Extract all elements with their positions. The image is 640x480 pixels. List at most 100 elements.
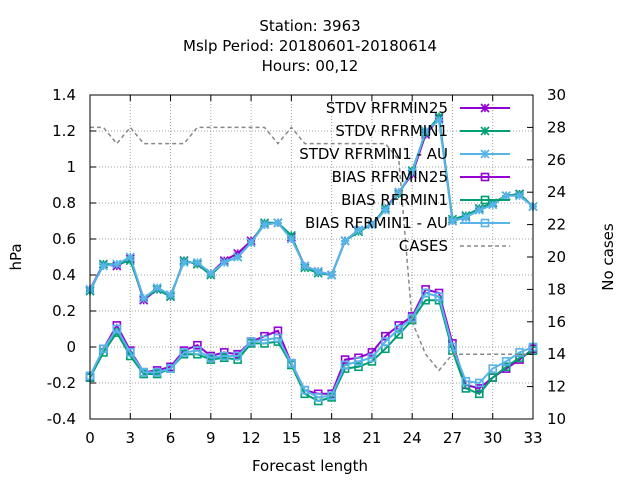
data-point-marker [340,236,350,246]
data-point-marker [488,364,498,373]
data-point-marker [461,212,471,222]
data-point-marker [515,353,524,363]
legend-entry: BIAS RFRMIN1 - AU [305,214,510,232]
data-point-marker [259,220,270,230]
y2-tick-label: 24 [547,183,566,201]
data-point-marker [501,362,511,372]
x-axis-label: Forecast length [252,457,368,475]
data-point-marker [327,391,336,400]
y-tick-label: 0.6 [52,230,76,248]
data-point-marker [448,342,457,352]
legend-label: BIAS RFRMIN1 [341,191,448,209]
series-line [89,118,534,301]
series-layer [85,112,538,406]
x-tick-label: 15 [282,429,301,447]
data-point-marker [300,261,310,271]
y-tick-label: 1.4 [52,86,76,104]
data-point-marker [475,389,484,399]
data-point-marker [246,337,256,346]
data-point-marker [474,205,484,215]
x-tick-label: 27 [443,429,462,447]
data-point-marker [480,149,490,159]
data-point-marker [515,191,525,201]
data-point-marker [354,357,363,366]
y2-tick-label: 22 [547,216,566,234]
data-point-marker [287,358,296,368]
data-point-marker [206,353,216,363]
data-point-marker [125,348,135,357]
data-point-marker [340,355,350,364]
data-point-marker [165,290,176,300]
y-tick-label: 1 [66,158,76,176]
legend-entry: STDV RFRMIN1 [335,122,510,140]
data-point-marker [394,330,404,339]
data-point-marker [219,351,229,361]
series-bias-rfrmin1 [85,295,538,406]
title-line-period: Mslp Period: 20180601-20180614 [183,37,437,55]
data-point-marker [152,367,162,377]
legend-label: BIAS RFRMIN25 [332,168,448,186]
data-point-marker [394,187,404,197]
y-axis-label: hPa [7,243,25,270]
data-point-marker [480,103,490,113]
data-point-marker [434,292,444,301]
x-tick-label: 18 [322,429,341,447]
data-point-marker [98,261,108,271]
data-point-marker [273,333,283,343]
data-point-marker [125,252,135,262]
legend-entry: CASES [399,237,510,255]
data-point-marker [480,126,490,136]
y2-tick-label: 18 [547,280,566,298]
data-point-marker [193,340,202,350]
y2-tick-label: 30 [547,86,566,104]
x-tick-label: 6 [166,429,176,447]
data-point-marker [313,266,323,276]
series-line [90,126,533,372]
data-point-marker [354,362,363,372]
y-tick-label: 0.2 [52,302,76,320]
y2-tick-label: 26 [547,151,566,169]
y2-tick-label: 16 [547,313,566,331]
x-tick-label: 30 [483,429,502,447]
data-point-marker [421,288,430,298]
data-point-marker [501,191,511,201]
data-point-marker [313,393,323,402]
data-point-marker [327,270,337,280]
y2-tick-label: 10 [547,410,566,428]
data-point-marker [421,126,431,136]
data-point-marker [260,335,269,345]
data-point-marker [353,225,364,235]
y-tick-label: 0.4 [52,266,76,284]
series-stdv-rfrmin1-au [85,115,538,303]
data-point-marker [233,351,242,361]
data-point-marker [139,367,148,377]
data-point-marker [300,385,310,395]
data-point-marker [179,257,189,267]
data-point-marker [480,172,490,182]
y2-axis-label: No cases [599,223,617,291]
title-line-hours: Hours: 00,12 [262,57,359,75]
data-point-marker [394,324,404,334]
y-tick-label: 0.8 [52,194,76,212]
series-stdv-rfrmin1 [85,112,538,303]
data-point-marker [380,205,390,215]
data-point-marker [233,252,243,262]
data-point-marker [219,257,229,267]
x-tick-label: 9 [206,429,216,447]
data-point-marker [515,348,524,357]
data-point-marker [480,218,490,228]
legend-label: STDV RFRMIN25 [326,99,448,117]
legend-entry: BIAS RFRMIN25 [332,168,510,186]
data-point-marker [340,360,350,370]
y-tick-label: -0.4 [47,410,76,428]
y2-tick-label: 12 [547,378,566,396]
data-point-marker [367,220,377,230]
data-point-marker [139,293,149,303]
legend: STDV RFRMIN25 STDV RFRMIN1 STDV RFRMIN1 - … [299,99,510,255]
x-tick-label: 21 [362,429,381,447]
data-point-marker [501,357,511,366]
data-point-marker [434,115,444,125]
y2-tick-label: 20 [547,248,566,266]
legend-entry: STDV RFRMIN1 - AU [299,145,510,163]
